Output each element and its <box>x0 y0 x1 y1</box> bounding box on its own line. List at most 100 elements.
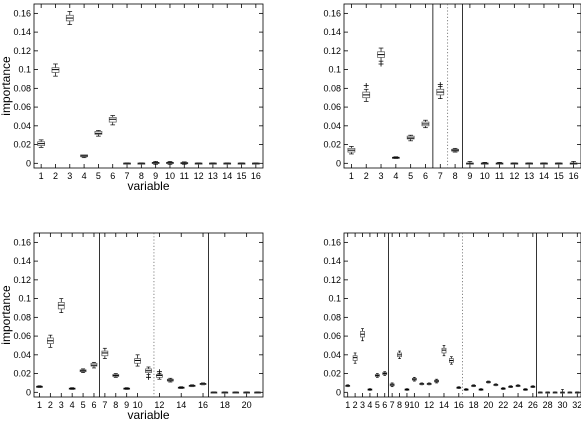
x-tick-label: 3 <box>59 400 64 410</box>
box-variable-31 <box>567 391 573 394</box>
x-tick-label: 3 <box>360 400 365 410</box>
y-tick-label: 0.06 <box>323 331 341 341</box>
x-tick-label: 1 <box>37 400 42 410</box>
y-tick-label: 0.14 <box>13 256 31 266</box>
y-tick-label: 0.1 <box>328 65 341 75</box>
box-variable-16 <box>199 382 207 386</box>
box-variable-3 <box>57 298 65 314</box>
box-variable-5 <box>94 130 103 137</box>
box-variable-21 <box>254 391 261 394</box>
x-tick-label: 26 <box>528 400 538 410</box>
x-tick-label: 1 <box>39 171 44 181</box>
y-tick-label: 0.08 <box>323 83 341 93</box>
box-variable-13 <box>209 162 217 165</box>
y-tick-label: 0.1 <box>18 65 31 75</box>
x-tick-label: 14 <box>539 171 549 181</box>
outlier-marker <box>363 83 369 89</box>
box-variable-13 <box>434 378 439 384</box>
outlier-marker <box>378 61 384 67</box>
box-variable-2 <box>47 334 54 348</box>
x-tick-label: 1 <box>345 400 350 410</box>
x-tick-label: 7 <box>390 400 395 410</box>
y-tick-label: 0.14 <box>323 27 341 37</box>
box-variable-3 <box>65 11 74 25</box>
x-tick-label: 15 <box>237 171 247 181</box>
box-variable-18 <box>221 391 229 394</box>
y-tick-label: 0 <box>336 387 341 397</box>
x-tick-label: 20 <box>483 400 493 410</box>
y-tick-label: 0.02 <box>13 369 31 379</box>
box-variable-13 <box>525 162 534 165</box>
box-variable-19 <box>232 391 240 394</box>
y-tick-label: 0.08 <box>13 312 31 322</box>
box-variable-25 <box>523 388 528 391</box>
box-variable-28 <box>545 391 551 394</box>
box-variable-1 <box>36 385 43 388</box>
x-tick-label: 18 <box>220 400 230 410</box>
x-tick-label: 5 <box>408 171 413 181</box>
y-tick-label: 0.16 <box>13 8 31 18</box>
x-tick-label: 5 <box>81 400 86 410</box>
box-variable-11 <box>495 162 504 165</box>
axes-frame <box>33 3 264 169</box>
box-variable-19 <box>478 388 484 391</box>
box-variable-9 <box>404 388 410 391</box>
x-tick-label: 2 <box>48 400 53 410</box>
x-tick-label: 6 <box>110 171 115 181</box>
box-variable-8 <box>137 162 146 165</box>
y-tick-label: 0.04 <box>13 350 31 360</box>
y-tick-label: 0.12 <box>323 275 341 285</box>
x-tick-label: 5 <box>375 400 380 410</box>
x-tick-label: 8 <box>397 400 402 410</box>
x-tick-label: 18 <box>469 400 479 410</box>
x-tick-label: 8 <box>139 171 144 181</box>
x-tick-label: 24 <box>513 400 523 410</box>
x-tick-label: 12 <box>194 171 204 181</box>
y-tick-label: 0.06 <box>323 102 341 112</box>
x-tick-label: 7 <box>102 400 107 410</box>
x-tick-label: 13 <box>208 171 218 181</box>
box-variable-27 <box>537 391 543 394</box>
box-variable-20 <box>486 380 491 384</box>
x-tick-label: 15 <box>554 171 564 181</box>
y-tick-label: 0.02 <box>323 140 341 150</box>
x-tick-label: 16 <box>569 171 579 181</box>
box-variable-1 <box>37 139 46 148</box>
y-tick-label: 0.16 <box>323 237 341 247</box>
box-variable-16 <box>251 162 260 165</box>
box-variable-17 <box>463 388 469 391</box>
y-tick-label: 0.04 <box>13 121 31 131</box>
x-tick-label: 12 <box>424 400 434 410</box>
x-tick-label: 3 <box>67 171 72 181</box>
x-tick-label: 10 <box>409 400 419 410</box>
y-tick-label: 0.04 <box>323 121 341 131</box>
x-tick-label: 2 <box>353 400 358 410</box>
y-tick-label: 0 <box>26 158 31 168</box>
x-tick-label: 22 <box>498 400 508 410</box>
box-variable-2 <box>352 352 358 364</box>
x-tick-label: 16 <box>454 400 464 410</box>
box-variable-4 <box>80 154 88 159</box>
box-variable-7 <box>436 82 445 100</box>
x-tick-label: 3 <box>379 171 384 181</box>
outlier-marker <box>437 82 443 88</box>
box-variable-32 <box>574 391 580 394</box>
box-variable-12 <box>156 369 163 380</box>
y-tick-label: 0.02 <box>13 140 31 150</box>
y-tick-label: 0.14 <box>323 256 341 266</box>
outlier-marker <box>146 374 151 380</box>
y-tick-label: 0.06 <box>13 102 31 112</box>
x-tick-label: 20 <box>242 400 252 410</box>
box-variable-12 <box>194 162 203 165</box>
box-variable-3 <box>360 328 365 342</box>
box-variable-7 <box>123 162 131 165</box>
y-tick-label: 0.14 <box>13 27 31 37</box>
y-tick-label: 0.08 <box>323 312 341 322</box>
box-variable-4 <box>391 156 400 159</box>
box-variable-4 <box>367 388 373 391</box>
x-tick-label: 4 <box>367 400 372 410</box>
box-variable-10 <box>166 161 174 165</box>
x-tick-label: 4 <box>393 171 398 181</box>
x-tick-label: 4 <box>70 400 75 410</box>
x-tick-label: 6 <box>91 400 96 410</box>
